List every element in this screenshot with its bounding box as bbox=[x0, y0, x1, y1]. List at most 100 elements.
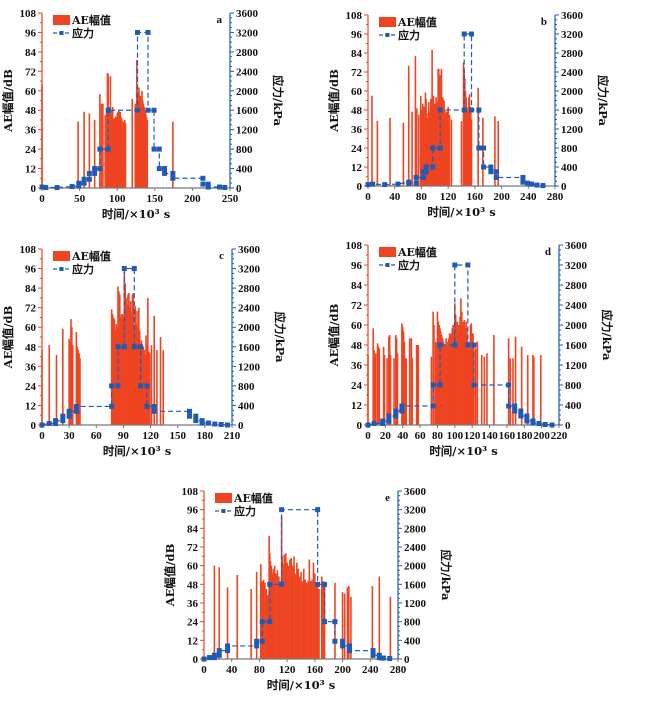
stress-marker bbox=[205, 420, 211, 426]
right-y-tick-label: 2000 bbox=[404, 561, 427, 573]
ae-bar bbox=[125, 297, 127, 425]
ae-bar bbox=[343, 593, 346, 659]
right-y-tick-label: 1200 bbox=[561, 124, 584, 136]
right-y-tick-label: 2000 bbox=[238, 322, 261, 334]
stress-marker bbox=[488, 169, 494, 175]
stress-marker bbox=[430, 164, 436, 170]
stress-marker bbox=[53, 418, 59, 424]
stress-marker bbox=[145, 107, 151, 113]
right-y-axis-title: 应力/kPa bbox=[596, 75, 610, 127]
right-y-tick-label: 0 bbox=[561, 181, 567, 193]
stress-marker bbox=[393, 413, 399, 419]
ae-bar bbox=[289, 559, 291, 659]
stress-marker bbox=[131, 266, 137, 272]
stress-marker bbox=[279, 581, 285, 587]
left-y-tick-label: 48 bbox=[25, 105, 37, 117]
left-y-tick-label: 24 bbox=[25, 381, 37, 393]
ae-bar bbox=[470, 119, 473, 186]
ae-bar bbox=[120, 314, 123, 425]
left-y-tick-label: 0 bbox=[31, 420, 37, 432]
x-tick-label: 200 bbox=[184, 193, 201, 205]
ae-bar bbox=[509, 358, 512, 425]
stress-marker bbox=[186, 413, 192, 419]
ae-bar bbox=[378, 576, 381, 659]
ae-bar bbox=[377, 346, 380, 425]
stress-marker bbox=[529, 181, 535, 187]
ae-bar bbox=[451, 328, 454, 425]
stress-marker bbox=[144, 403, 150, 409]
stress-marker bbox=[370, 648, 376, 654]
stress-marker bbox=[476, 107, 482, 113]
stress-marker bbox=[382, 182, 388, 188]
ae-bar bbox=[450, 119, 453, 186]
right-y-tick-label: 3200 bbox=[238, 264, 261, 276]
x-axis-title: 时间/×10³ s bbox=[102, 207, 170, 221]
stress-marker bbox=[393, 408, 399, 414]
left-y-axis-title: AE幅值/dB bbox=[327, 303, 341, 367]
stress-marker bbox=[97, 146, 103, 152]
ae-bar bbox=[250, 589, 252, 659]
ae-bar bbox=[293, 556, 295, 659]
stress-marker bbox=[430, 403, 436, 409]
ae-bar bbox=[507, 338, 510, 425]
stress-marker bbox=[512, 403, 518, 409]
stress-marker bbox=[207, 655, 213, 661]
ae-bar bbox=[410, 338, 413, 425]
ae-bar bbox=[447, 106, 449, 186]
ae-bar bbox=[416, 345, 419, 425]
ae-bar bbox=[137, 327, 139, 425]
x-tick-label: 40 bbox=[389, 191, 401, 203]
ae-bar bbox=[389, 355, 392, 425]
stress-marker bbox=[380, 418, 386, 424]
stress-marker bbox=[524, 418, 530, 424]
stress-marker bbox=[151, 146, 157, 152]
stress-marker bbox=[218, 422, 224, 428]
ae-bar bbox=[414, 56, 417, 186]
left-y-tick-label: 96 bbox=[351, 29, 363, 41]
ae-bar bbox=[138, 330, 141, 425]
stress-marker bbox=[534, 182, 540, 188]
stress-marker bbox=[512, 408, 518, 414]
ae-bar bbox=[401, 326, 404, 425]
x-tick-label: 150 bbox=[169, 430, 186, 442]
stress-marker bbox=[370, 181, 376, 187]
stress-marker bbox=[322, 619, 328, 625]
legend-swatch-ae bbox=[215, 493, 232, 503]
ae-bar bbox=[389, 117, 391, 186]
x-tick-label: 100 bbox=[447, 430, 464, 442]
ae-bar bbox=[443, 345, 446, 425]
ae-bar bbox=[69, 341, 71, 425]
stress-marker bbox=[151, 107, 157, 113]
ae-bar bbox=[279, 581, 282, 659]
right-y-tick-label: 1200 bbox=[238, 361, 261, 373]
ae-bar bbox=[88, 113, 91, 188]
x-tick-label: 120 bbox=[440, 191, 457, 203]
stress-marker bbox=[69, 184, 75, 190]
left-y-tick-label: 24 bbox=[187, 617, 199, 629]
ae-bar bbox=[533, 356, 535, 425]
ae-bar bbox=[454, 303, 456, 425]
left-y-axis-title: AE幅值/dB bbox=[1, 305, 15, 369]
left-y-tick-label: 84 bbox=[25, 283, 37, 295]
stress-marker bbox=[471, 382, 477, 388]
left-y-tick-label: 0 bbox=[193, 654, 199, 666]
x-tick-label: 0 bbox=[201, 664, 207, 676]
ae-bar bbox=[520, 346, 523, 425]
stress-marker bbox=[200, 175, 206, 181]
ae-bar bbox=[117, 286, 119, 425]
ae-bar bbox=[514, 336, 517, 425]
left-y-tick-label: 96 bbox=[25, 27, 37, 39]
ae-bar bbox=[449, 336, 452, 425]
left-y-tick-label: 108 bbox=[182, 486, 199, 498]
ae-bar bbox=[482, 117, 484, 186]
ae-bar bbox=[477, 87, 479, 186]
ae-bar bbox=[396, 353, 399, 425]
stress-marker bbox=[340, 638, 346, 644]
ae-bar bbox=[454, 315, 457, 425]
stress-marker bbox=[386, 413, 392, 419]
ae-amplitude-bars bbox=[371, 49, 500, 187]
stress-marker bbox=[520, 179, 526, 185]
stress-marker bbox=[216, 648, 222, 654]
